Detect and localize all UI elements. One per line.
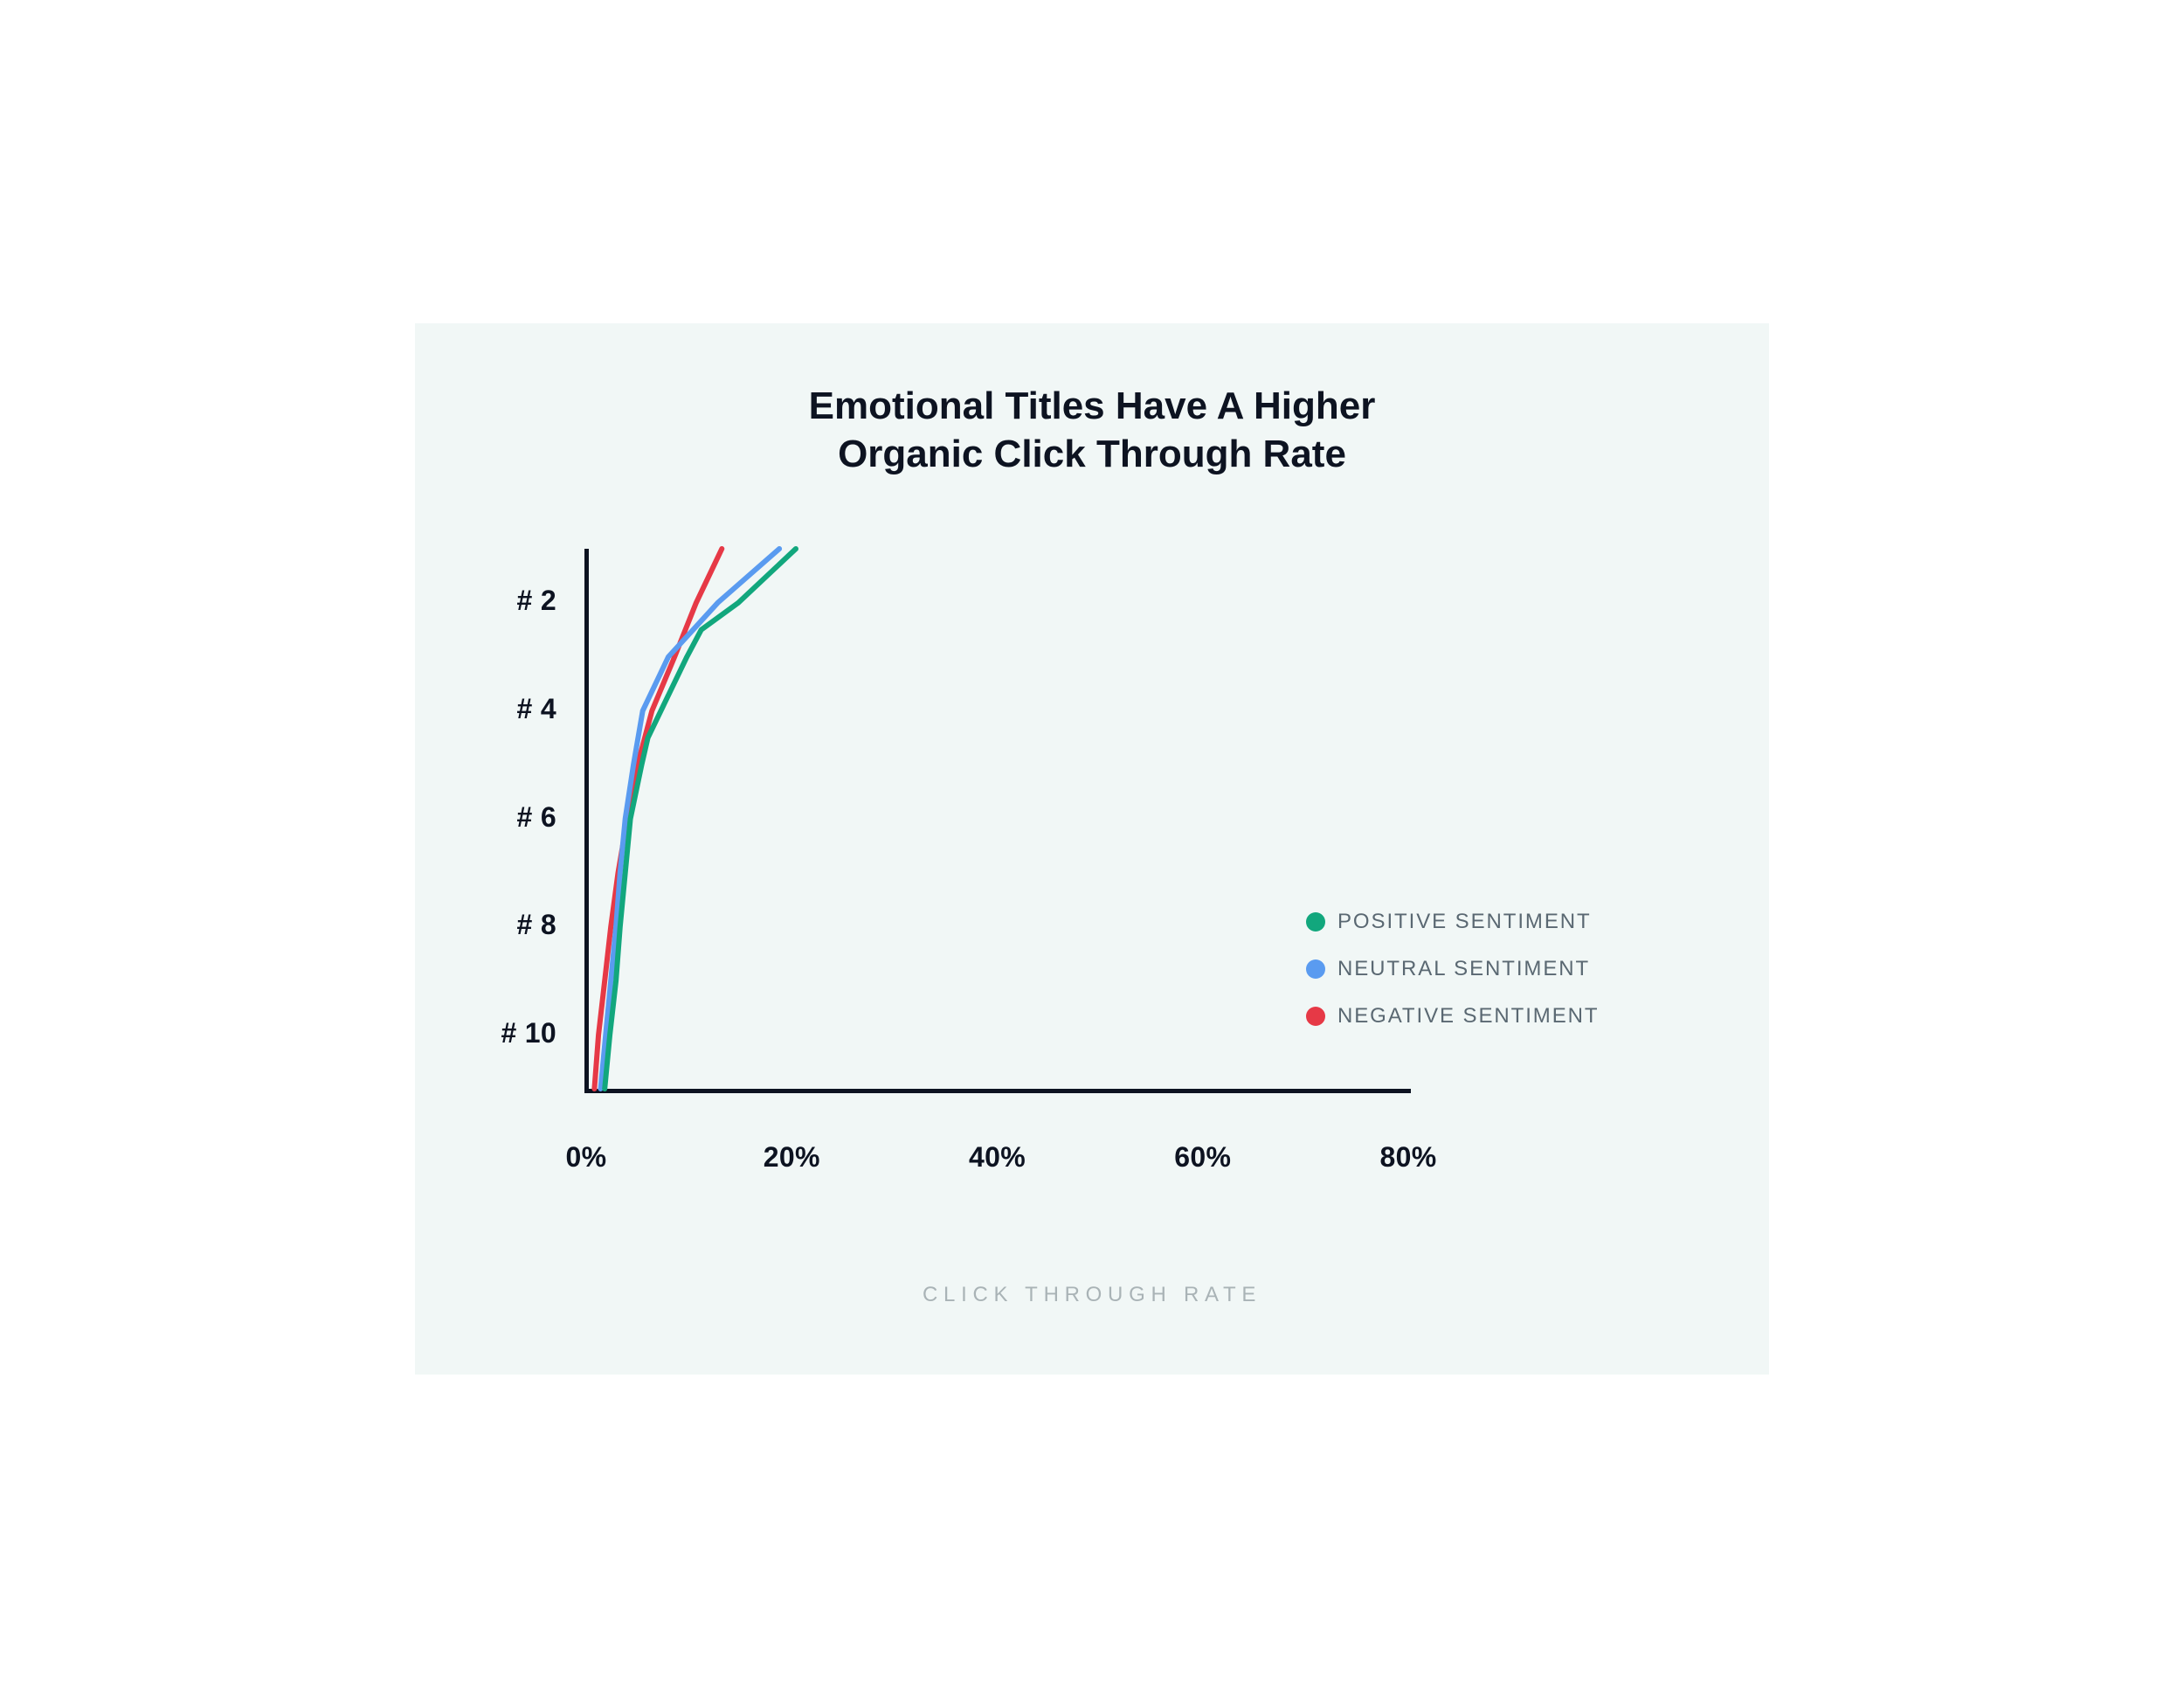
chart-canvas: Emotional Titles Have A Higher Organic C… — [415, 323, 1769, 1375]
legend-item: NEUTRAL SENTIMENT — [1306, 957, 1599, 981]
legend-label: NEUTRAL SENTIMENT — [1337, 957, 1590, 981]
legend: POSITIVE SENTIMENT NEUTRAL SENTIMENT NEGAT… — [1306, 910, 1599, 1051]
legend-dot-icon — [1306, 912, 1325, 932]
legend-label: POSITIVE SENTIMENT — [1337, 910, 1592, 934]
series-line — [601, 549, 780, 1089]
legend-label: NEGATIVE SENTIMENT — [1337, 1004, 1599, 1029]
legend-item: NEGATIVE SENTIMENT — [1306, 1004, 1599, 1029]
legend-item: POSITIVE SENTIMENT — [1306, 910, 1599, 934]
series-line — [605, 549, 796, 1089]
legend-dot-icon — [1306, 1007, 1325, 1026]
x-axis-title: CLICK THROUGH RATE — [923, 1283, 1261, 1307]
legend-dot-icon — [1306, 959, 1325, 979]
plot-svg — [415, 323, 1769, 1375]
